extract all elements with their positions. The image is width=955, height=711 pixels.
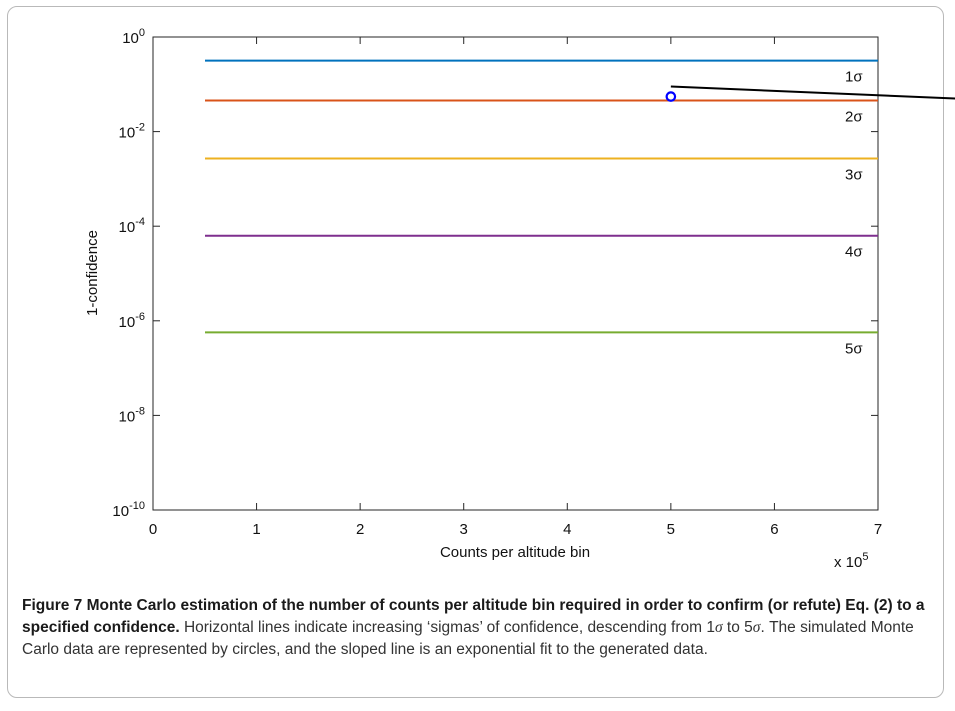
caption-sigma-1: σ [715, 619, 723, 636]
x-tick-label-6: 6 [770, 521, 778, 538]
y-tick-label-2: 10-4 [119, 216, 145, 236]
x-axis-label: Counts per altitude bin [440, 544, 590, 561]
sigma-label-4: 4σ [845, 244, 863, 261]
y-tick-label-3: 10-6 [119, 311, 145, 331]
y-tick-label-1: 10-2 [119, 122, 145, 142]
x-tick-label-7: 7 [874, 521, 882, 538]
chart: 1σ 2σ 3σ 4σ 5σ 0 1 2 3 4 5 6 7 100 10-2 10-4 10-6 10-8 1… [0, 0, 955, 590]
sigma-label-3: 3σ [845, 166, 863, 183]
x-tick-label-3: 3 [460, 521, 468, 538]
caption-text-2: to 5 [723, 619, 753, 636]
sigma-label-1: 1σ [845, 69, 863, 86]
caption-text-1: Horizontal lines indicate increasing ‘si… [180, 619, 715, 636]
x-tick-label-4: 4 [563, 521, 571, 538]
sigma-label-2: 2σ [845, 108, 863, 125]
y-tick-label-5: 10-10 [112, 500, 145, 520]
x-tick-label-5: 5 [667, 521, 675, 538]
x-tick-label-1: 1 [252, 521, 260, 538]
y-axis-label: 1-confidence [84, 230, 101, 316]
plot-area [153, 37, 878, 510]
x-axis-multiplier: x 105 [834, 551, 868, 571]
figure-caption: Figure 7 Monte Carlo estimation of the n… [22, 595, 937, 661]
x-tick-label-0: 0 [149, 521, 157, 538]
y-tick-label-0: 100 [122, 27, 145, 47]
x-tick-label-2: 2 [356, 521, 364, 538]
y-tick-label-4: 10-8 [119, 405, 145, 425]
sigma-label-5: 5σ [845, 340, 863, 357]
x-multiplier-exponent: 5 [862, 551, 868, 563]
x-multiplier-base: x 10 [834, 554, 862, 571]
